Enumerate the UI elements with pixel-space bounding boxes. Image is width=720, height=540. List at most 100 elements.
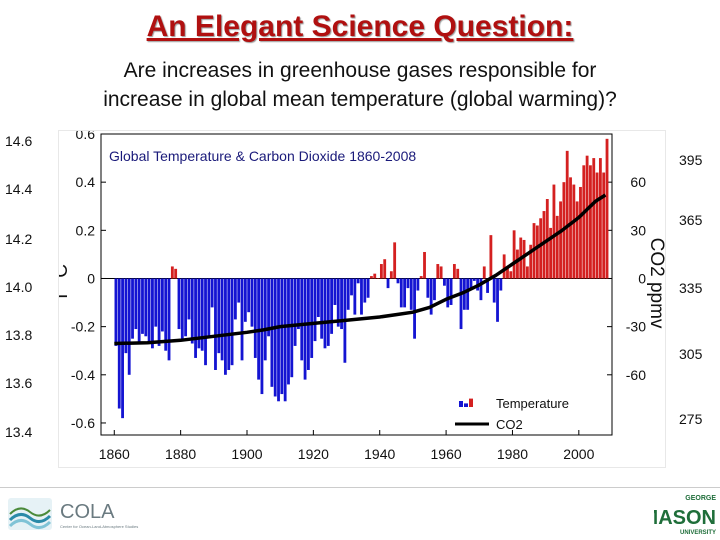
temperature-bar (160, 278, 164, 332)
temperature-bar (157, 278, 161, 346)
temperature-bar (589, 165, 592, 279)
legend-temperature-label: Temperature (496, 396, 569, 411)
temperature-bar (210, 278, 214, 308)
temperature-bar (592, 158, 596, 279)
y-left-tick-label: 0.4 (76, 174, 96, 190)
temperature-bar (376, 278, 380, 279)
outer-co2-label: 305 (679, 346, 703, 362)
chart-title: Global Temperature & Carbon Dioxide 1860… (109, 148, 416, 164)
temperature-bar (436, 264, 440, 279)
temperature-bar (141, 278, 144, 334)
y-right-axis-label: CO2 ppmv (646, 238, 665, 329)
plot-frame (100, 133, 613, 436)
y-left-tick-label: 0.2 (76, 222, 96, 238)
temperature-bar (187, 278, 191, 320)
temperature-bar (356, 278, 360, 284)
y-left-tick-label: 0 (87, 270, 95, 286)
y-left-tick-label: -0.4 (71, 367, 95, 383)
temperature-bar (250, 278, 254, 327)
temperature-bar (180, 278, 184, 342)
temperature-bar (303, 278, 307, 380)
temperature-bar (539, 218, 543, 279)
temperature-bar (174, 268, 178, 279)
cola-logo-subtext: Center for Ocean-Land-Atmosphere Studies (60, 524, 138, 529)
temperature-bar (605, 138, 609, 279)
legend-temperature-swatch (459, 401, 463, 407)
temperature-bar (336, 278, 340, 327)
temperature-bar (197, 278, 201, 349)
temperature-bar (320, 278, 324, 339)
temperature-bar (489, 235, 493, 279)
temperature-bar (230, 278, 234, 366)
temperature-bar (403, 278, 407, 308)
temperature-bar (151, 278, 154, 349)
temperature-bar (416, 278, 420, 291)
y-right-tick-label: 60 (630, 174, 646, 190)
temperature-bar (124, 278, 128, 354)
temperature-bar (270, 278, 274, 387)
temperature-bar (277, 278, 280, 402)
temperature-bar (363, 278, 367, 303)
temperature-bar (300, 278, 304, 361)
temperature-bar (492, 278, 496, 303)
outer-co2-label: 395 (679, 152, 703, 168)
temperature-bar (383, 259, 387, 279)
outer-temp-label: 13.6 (5, 375, 33, 391)
subtitle-line-1: Are increases in greenhouse gases respon… (123, 59, 597, 82)
gmu-logo-main: MASON (654, 507, 716, 529)
temperature-bar (452, 264, 456, 279)
x-tick-label: 1900 (231, 446, 262, 462)
temperature-bar (585, 155, 589, 279)
temperature-bar (499, 278, 503, 291)
temperature-bar (506, 266, 509, 279)
temperature-bar (190, 278, 194, 344)
co2-line (114, 193, 607, 346)
temperature-bar (516, 249, 519, 279)
y-left-tick-label: -0.2 (71, 319, 95, 335)
x-tick-label: 1920 (298, 446, 329, 462)
temperature-bar (224, 278, 227, 375)
gmu-logo-bottom: UNIVERSITY (680, 530, 716, 536)
temperature-bar (144, 278, 148, 337)
temperature-bar (509, 271, 513, 279)
y-right-tick-label: 30 (630, 222, 646, 238)
temperature-bar (462, 278, 466, 310)
temperature-bar (479, 278, 483, 301)
temperature-bar (323, 278, 327, 349)
temperature-bar (243, 278, 247, 322)
temperature-bar (293, 278, 297, 346)
temperature-bar (482, 266, 486, 279)
temperature-bar (595, 172, 599, 279)
temperature-bar (240, 278, 244, 361)
x-tick-label: 1940 (364, 446, 395, 462)
temperature-bar (446, 278, 450, 308)
temperature-bar (137, 278, 141, 344)
temperature-bar (472, 278, 476, 281)
cola-logo-text: COLA (60, 501, 115, 523)
temperature-bar (297, 278, 300, 330)
temperature-bar (366, 278, 370, 298)
temperature-bar (280, 278, 284, 395)
outer-co2-label: 335 (679, 280, 703, 296)
temperature-bar (121, 278, 124, 419)
temperature-bar (555, 215, 559, 279)
temperature-bar (333, 278, 337, 305)
outer-temp-label: 14.6 (5, 133, 33, 149)
temperature-bar (204, 278, 207, 366)
temperature-bar (310, 278, 314, 358)
temperature-bar (413, 278, 416, 339)
temperature-bar (459, 278, 463, 330)
chart-panel: 0.6 0.4 0.2 0 -0.2 -0.4 -0.6 60 30 0 -30 -60 1860 188… (58, 130, 666, 468)
temperature-bar (360, 278, 363, 315)
temperature-bar (449, 278, 453, 305)
temperature-bar (127, 278, 131, 375)
temperature-bar (373, 273, 377, 279)
temperature-bar (233, 278, 237, 320)
temperature-bar (512, 230, 516, 279)
temperature-bar (330, 278, 334, 334)
y-right-tick-label: 0 (638, 270, 646, 286)
temperature-bar (399, 278, 403, 308)
temperature-bar (177, 278, 181, 330)
temperature-bar (582, 165, 586, 279)
temperature-bar (469, 278, 473, 289)
